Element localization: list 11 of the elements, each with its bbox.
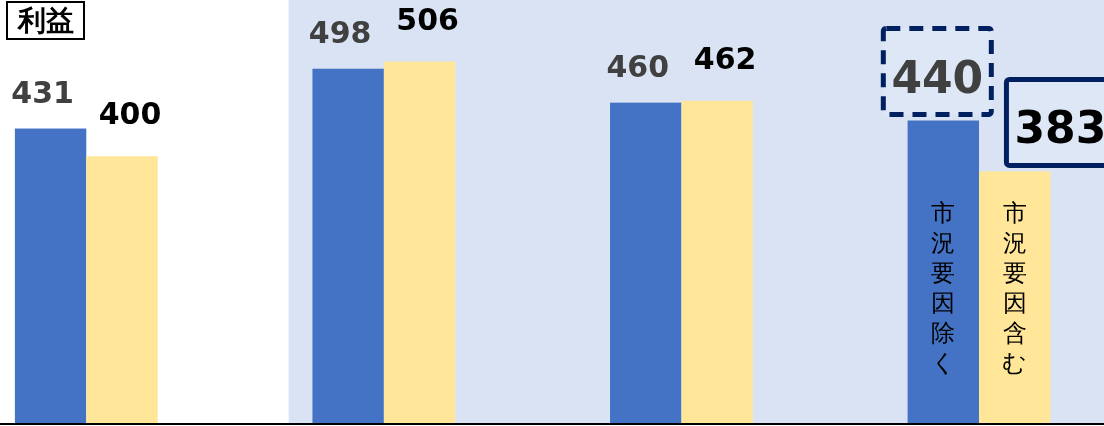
series-label: 市況要因含む: [1002, 199, 1028, 378]
data-label: 431: [11, 74, 74, 110]
series-label: 市況要因除く: [930, 199, 956, 378]
data-label: 383: [1014, 102, 1104, 154]
data-label: 460: [606, 48, 670, 84]
data-label: 440: [891, 51, 984, 103]
chart-title: 利益: [17, 4, 74, 37]
data-label: 400: [98, 96, 162, 132]
data-label: 462: [693, 40, 757, 76]
data-label: 498: [308, 14, 372, 50]
data-label: 506: [396, 1, 459, 37]
